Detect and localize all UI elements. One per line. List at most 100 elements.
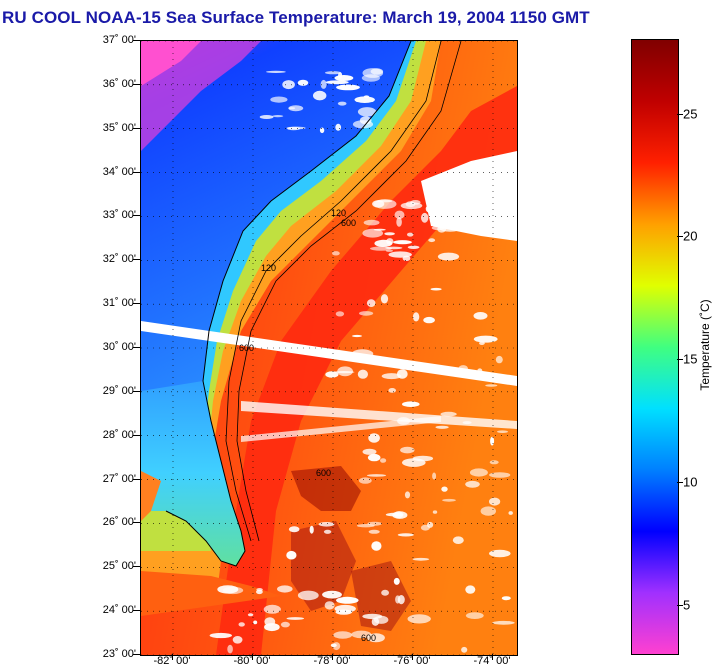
cloud-patch — [479, 341, 485, 345]
cloud-patch — [351, 334, 363, 338]
lat-label: 35˚ 00' — [102, 121, 136, 134]
isobath-600 — [236, 41, 462, 542]
cloud-patch — [405, 201, 416, 208]
cloud-patch — [238, 622, 245, 627]
lat-label: 27˚ 00' — [102, 472, 136, 485]
cloud-patch — [380, 294, 389, 304]
lat-tick — [133, 347, 140, 348]
cloud-patch — [381, 373, 402, 380]
colorbar-tick-label: 5 — [683, 597, 691, 613]
cloud-patch — [354, 96, 375, 103]
cloud-patch — [361, 74, 380, 82]
cloud-patch — [490, 436, 495, 446]
cloud-patch — [277, 585, 293, 593]
cloud-patch — [325, 371, 339, 378]
isobath-label-120b: 120 — [261, 263, 276, 273]
cloud-patch — [371, 541, 382, 551]
cloud-patch — [370, 68, 384, 75]
colorbar-tick-label: 20 — [683, 228, 698, 244]
cloud-patch — [412, 312, 420, 322]
lat-tick — [133, 171, 140, 173]
cloud-patch — [393, 577, 400, 585]
cloud-patch — [380, 458, 387, 463]
lat-label: 31˚ 00' — [102, 297, 136, 310]
isobath-label-120: 120 — [331, 208, 346, 218]
cloud-patch — [313, 90, 327, 101]
cloud-patch — [489, 497, 501, 506]
cloud-patch — [412, 455, 434, 462]
lat-tick — [133, 127, 140, 129]
cloud-patch — [440, 411, 457, 417]
cloud-patch — [420, 524, 430, 531]
cloud-patch — [286, 617, 305, 620]
cloud-patch — [336, 596, 359, 604]
cloud-patch — [362, 448, 377, 455]
cloud-patch — [407, 232, 414, 237]
cloud-patch — [232, 636, 243, 644]
lat-label: 26˚ 00' — [102, 516, 136, 529]
cloud-patch — [286, 550, 297, 560]
cloud-patch — [309, 525, 314, 534]
cloud-patch — [227, 644, 233, 654]
cloud-patch — [334, 75, 354, 81]
lon-tick — [252, 654, 253, 660]
lat-tick — [133, 83, 140, 85]
cloud-patch — [332, 642, 341, 651]
cloud-patch — [209, 632, 232, 639]
cloud-patch — [366, 474, 387, 477]
cloud-patch — [393, 240, 412, 245]
cloud-patch — [325, 80, 349, 85]
cloud-patch — [363, 219, 380, 226]
cloud-patch — [396, 217, 402, 227]
cloud-patch — [473, 312, 488, 320]
lat-tick — [133, 434, 140, 436]
cloud-patch — [432, 510, 438, 514]
cloud-patch — [337, 366, 353, 377]
lon-tick — [492, 654, 493, 660]
cloud-patch — [465, 480, 480, 488]
cloud-patch — [480, 506, 496, 516]
lat-tick — [133, 610, 140, 612]
lon-tick — [332, 654, 333, 660]
lat-label: 37˚ 00' — [102, 34, 136, 46]
isobath-label-600b: 600 — [239, 343, 254, 353]
isobath-label-600: 600 — [341, 218, 356, 228]
colorbar-title: Temperature (˚C) — [698, 299, 712, 391]
cloud-patch — [222, 586, 244, 595]
colorbar-tick — [677, 113, 683, 115]
lat-tick — [133, 215, 140, 217]
cloud-patch — [394, 210, 405, 219]
cloud-patch — [338, 72, 343, 79]
colorbar — [631, 39, 679, 655]
cloud-patch — [465, 585, 476, 594]
cloud-patch — [272, 115, 284, 118]
bahamas — [291, 466, 361, 511]
cloud-patch — [324, 601, 335, 610]
cloud-patch — [368, 433, 380, 443]
cloud-patch — [508, 511, 513, 515]
cloud-patch — [428, 238, 436, 243]
cloud-patch — [367, 633, 385, 643]
cloud-patch — [334, 604, 356, 613]
lat-label: 33˚ 00' — [102, 209, 136, 222]
cloud-patch — [253, 620, 258, 625]
cloud-patch — [357, 369, 368, 379]
cloud-patch — [356, 524, 375, 528]
cloud-patch — [465, 612, 484, 619]
cloud-patch — [270, 96, 288, 103]
cloud-patch — [384, 232, 395, 236]
land-mainland — [141, 41, 411, 471]
lat-tick — [133, 654, 140, 655]
cloud-patch — [376, 199, 393, 203]
lat-tick — [133, 522, 140, 524]
cloud-patch — [357, 107, 377, 117]
cloud-patch — [318, 522, 335, 527]
cloud-patch — [287, 126, 300, 131]
cloud-patch — [373, 228, 386, 231]
cloud-patch — [497, 430, 508, 434]
isobath-label-600d: 600 — [361, 633, 376, 643]
cloud-patch — [430, 287, 442, 291]
cloud-patch — [366, 299, 376, 307]
lon-label: -80˚ 00' — [233, 655, 271, 667]
cloud-patch — [332, 251, 340, 256]
